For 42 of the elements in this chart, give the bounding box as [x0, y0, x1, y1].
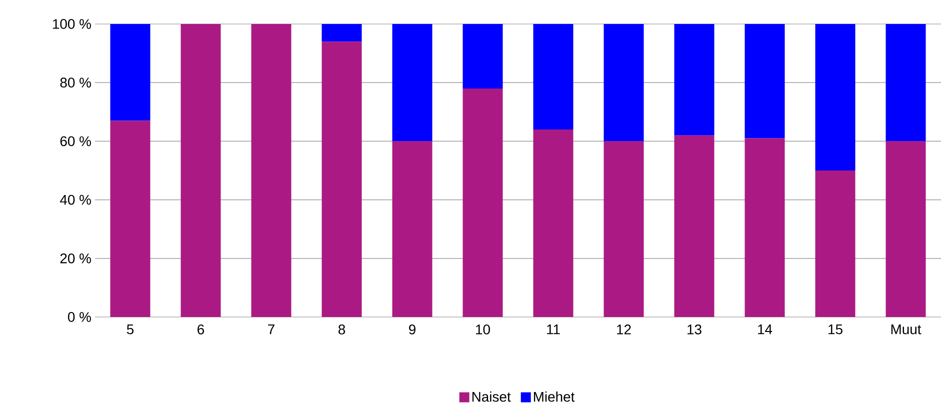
- bar: [604, 24, 644, 142]
- bar: [604, 141, 644, 317]
- bar: [533, 24, 574, 130]
- bar: [322, 24, 362, 42]
- bar: [744, 24, 785, 138]
- bar: [886, 24, 926, 142]
- legend-label: Naiset: [472, 392, 511, 402]
- bar: [674, 135, 714, 317]
- x-tick-label: 14: [758, 324, 772, 334]
- bar: [886, 141, 926, 317]
- x-tick-label: 7: [268, 324, 274, 334]
- x-tick-label: 10: [476, 324, 490, 334]
- x-tick-label: 6: [198, 324, 204, 334]
- bar: [533, 129, 574, 317]
- bar: [815, 170, 856, 317]
- bar: [110, 24, 150, 121]
- bar: [744, 138, 785, 317]
- x-tick-label: 15: [828, 324, 842, 334]
- x-tick-label: 9: [409, 324, 416, 334]
- bar: [392, 141, 432, 317]
- x-tick-label: 5: [126, 324, 134, 334]
- bar: [462, 24, 503, 88]
- x-tick-label: 11: [547, 324, 560, 334]
- bar: [815, 24, 856, 170]
- y-tick-label: 80 %: [60, 78, 91, 88]
- bar: [251, 24, 292, 317]
- y-tick-label: 60 %: [60, 136, 91, 146]
- x-tick-label: 8: [338, 324, 346, 334]
- y-tick-label: 40 %: [60, 194, 91, 205]
- y-tick-label: 0 %: [68, 312, 91, 322]
- bar: [322, 42, 362, 317]
- x-tick-label: 12: [617, 324, 631, 334]
- y-tick-label: 100 %: [52, 19, 91, 29]
- bar: [392, 24, 432, 142]
- bar: [110, 120, 150, 317]
- bar: [674, 24, 714, 136]
- bar: [180, 24, 221, 317]
- legend-label: Miehet: [534, 392, 575, 402]
- bar: [462, 88, 503, 317]
- x-tick-label: 13: [688, 324, 702, 334]
- y-tick-label: 20 %: [60, 253, 91, 264]
- x-tick-label: Muut: [891, 324, 922, 334]
